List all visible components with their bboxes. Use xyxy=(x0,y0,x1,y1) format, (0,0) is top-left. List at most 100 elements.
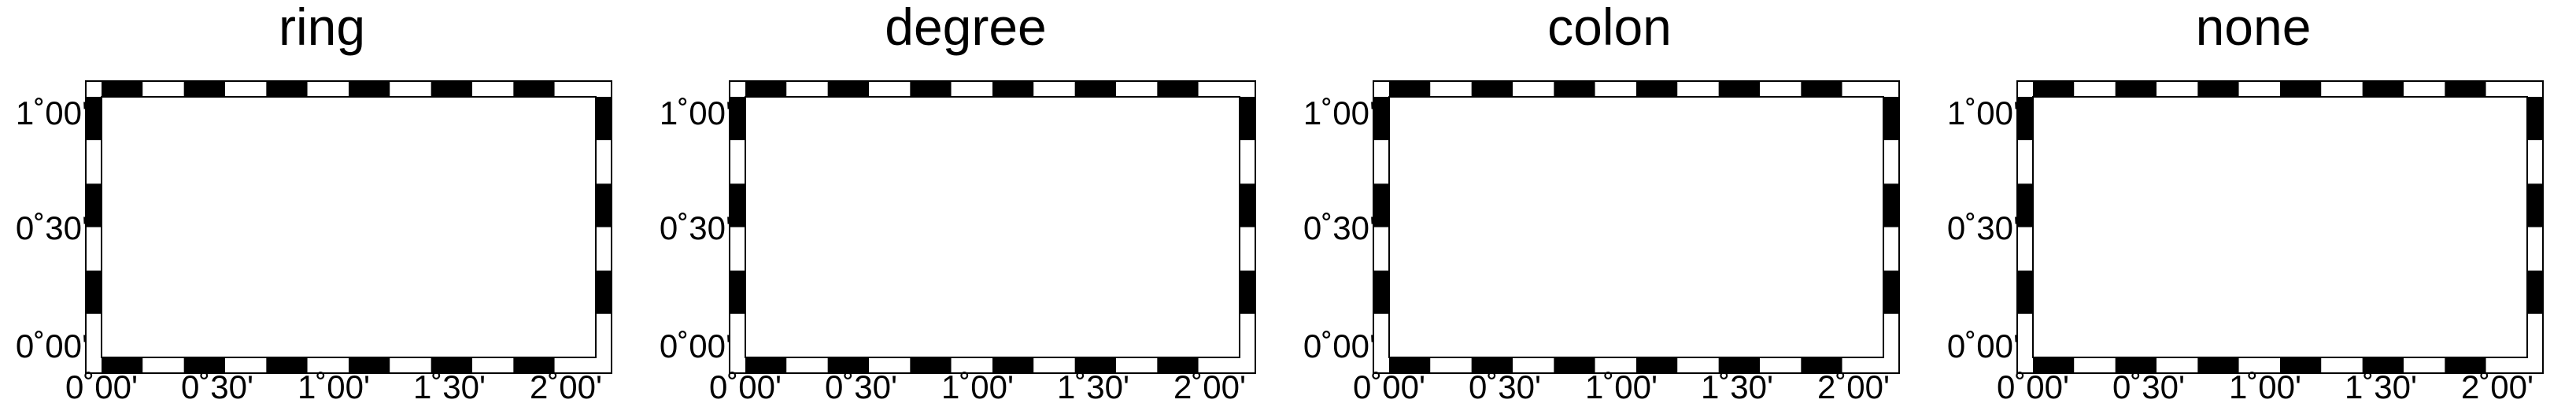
frame-segment-bottom xyxy=(2445,357,2486,373)
frame-segment-top xyxy=(2074,81,2116,97)
panel-ring: ring 1˚00' 0˚30' 0˚00' 0˚00' 0˚30' 1˚00'… xyxy=(0,0,644,407)
frame-segment-bottom xyxy=(2033,357,2075,373)
frame-segment-left xyxy=(730,227,745,271)
frame-segment-top xyxy=(1801,81,1842,97)
frame-segment-right xyxy=(596,97,612,141)
panel-title: degree xyxy=(885,0,1047,56)
frame-segment-bottom xyxy=(786,357,828,373)
x-tick-label: 0˚00' xyxy=(708,368,782,405)
frame-segment-right xyxy=(2527,97,2543,141)
x-tick-label: 0˚30' xyxy=(1468,368,1542,405)
frame-segment-top xyxy=(951,81,992,97)
frame-segment-top xyxy=(992,81,1034,97)
map-area xyxy=(101,96,597,358)
map-area xyxy=(2032,96,2528,358)
frame-segment-right xyxy=(1883,227,1899,271)
frame-segment-left xyxy=(1373,97,1389,141)
frame-segment-bottom xyxy=(2321,357,2363,373)
frame-segment-top xyxy=(1677,81,1719,97)
x-tick-label: 2˚00' xyxy=(2460,368,2534,405)
frame-segment-bottom xyxy=(992,357,1034,373)
frame-segment-bottom xyxy=(2238,357,2280,373)
frame-segment-top xyxy=(513,81,555,97)
frame-segment-top xyxy=(2485,81,2527,97)
frame-segment-bottom xyxy=(1677,357,1719,373)
x-tick-label: 1˚00' xyxy=(1584,368,1658,405)
frame-segment-bottom xyxy=(102,357,143,373)
frame-segment-left xyxy=(86,97,102,141)
frame-segment-top xyxy=(142,81,184,97)
x-tick-label: 1˚00' xyxy=(2228,368,2302,405)
frame-segment-top xyxy=(1198,81,1240,97)
x-tick-label: 2˚00' xyxy=(529,368,603,405)
frame-segment-right xyxy=(1883,313,1899,357)
frame-segment-bottom xyxy=(1471,357,1513,373)
frame-segment-top xyxy=(554,81,596,97)
x-tick-label: 0˚30' xyxy=(824,368,898,405)
y-tick-label: 0˚00' xyxy=(15,327,88,364)
frame-segment-bottom xyxy=(1595,357,1636,373)
frame-segment-left xyxy=(2017,227,2033,271)
frame-segment-right xyxy=(2527,227,2543,271)
frame-segment-bottom xyxy=(225,357,267,373)
y-tick-label: 0˚30' xyxy=(1303,209,1376,246)
map-frame xyxy=(729,80,1256,374)
frame-segment-top xyxy=(2321,81,2363,97)
frame-segment-bottom xyxy=(554,357,596,373)
frame-segment-top xyxy=(2033,81,2075,97)
frame-segment-top xyxy=(349,81,390,97)
frame-segment-left xyxy=(86,183,102,228)
frame-segment-bottom xyxy=(1198,357,1240,373)
frame-segment-bottom xyxy=(142,357,184,373)
frame-segment-top xyxy=(2197,81,2239,97)
map-frame xyxy=(1373,80,1900,374)
frame-segment-bottom xyxy=(2197,357,2239,373)
frame-segment-left xyxy=(1373,313,1389,357)
frame-segment-top xyxy=(307,81,349,97)
frame-segment-right xyxy=(596,140,612,184)
panel-none: none 1˚00' 0˚30' 0˚00' 0˚00' 0˚30' 1˚00'… xyxy=(1931,0,2575,407)
frame-segment-bottom xyxy=(1157,357,1199,373)
frame-segment-right xyxy=(2527,313,2543,357)
frame-segment-left xyxy=(2017,140,2033,184)
frame-segment-left xyxy=(1373,183,1389,228)
frame-border xyxy=(1373,80,1900,374)
x-tick-label: 2˚00' xyxy=(1173,368,1247,405)
x-tick-label: 1˚30' xyxy=(1056,368,1130,405)
frame-segment-right xyxy=(1240,183,1255,228)
frame-segment-top xyxy=(431,81,472,97)
frame-border xyxy=(85,80,612,374)
frame-segment-top xyxy=(745,81,787,97)
frame-segment-bottom xyxy=(869,357,911,373)
frame-segment-bottom xyxy=(827,357,869,373)
frame-segment-bottom xyxy=(2485,357,2527,373)
frame-segment-right xyxy=(1883,140,1899,184)
y-tick-label: 0˚00' xyxy=(1946,327,2020,364)
frame-segment-left xyxy=(86,140,102,184)
frame-segment-top xyxy=(1157,81,1199,97)
frame-segment-top xyxy=(225,81,267,97)
frame-segment-right xyxy=(1240,313,1255,357)
frame-segment-bottom xyxy=(1513,357,1554,373)
frame-segment-top xyxy=(2157,81,2198,97)
frame-segment-right xyxy=(2527,270,2543,314)
frame-segment-top xyxy=(2404,81,2445,97)
frame-segment-right xyxy=(1883,97,1899,141)
frame-segment-bottom xyxy=(349,357,390,373)
frame-segment-bottom xyxy=(1842,357,1883,373)
frame-segment-bottom xyxy=(1760,357,1802,373)
frame-segment-left xyxy=(730,270,745,314)
frame-segment-right xyxy=(2527,140,2543,184)
frame-segment-left xyxy=(2017,97,2033,141)
frame-segment-top xyxy=(1554,81,1595,97)
frame-segment-left xyxy=(730,313,745,357)
frame-segment-top xyxy=(1595,81,1636,97)
frame-segment-right xyxy=(2527,183,2543,228)
map-frame xyxy=(2016,80,2544,374)
panel-degree: degree 1˚00' 0˚30' 0˚00' 0˚00' 0˚30' 1˚0… xyxy=(644,0,1288,407)
frame-segment-bottom xyxy=(183,357,225,373)
frame-segment-top xyxy=(1513,81,1554,97)
frame-segment-top xyxy=(266,81,308,97)
frame-segment-top xyxy=(1718,81,1760,97)
y-tick-label: 1˚00' xyxy=(15,94,88,131)
